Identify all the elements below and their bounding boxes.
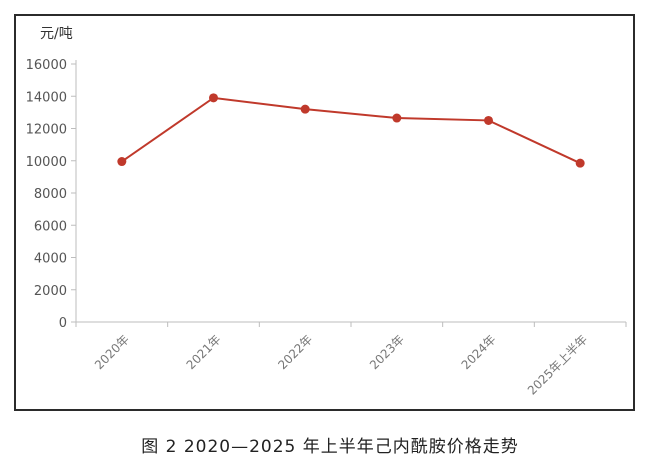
data-point (300, 104, 310, 114)
figure-caption: 图 2 2020—2025 年上半年己内酰胺价格走势 (141, 437, 519, 457)
x-tick-label: 2021年 (184, 332, 224, 372)
x-tick-label: 2020年 (92, 332, 132, 372)
y-tick-label: 8000 (34, 187, 67, 202)
chart-frame (14, 14, 635, 411)
x-tick-label: 2023年 (367, 332, 407, 372)
y-tick-label: 0 (59, 316, 67, 331)
data-point (117, 157, 127, 167)
y-tick-label: 12000 (26, 123, 67, 138)
y-axis-unit-label: 元/吨 (40, 26, 73, 42)
y-tick-label: 2000 (34, 284, 67, 299)
x-tick-label: 2024年 (459, 332, 499, 372)
y-tick-label: 14000 (26, 90, 67, 105)
data-point (392, 113, 402, 123)
data-point (209, 93, 218, 103)
data-point (575, 158, 585, 168)
y-tick-label: 6000 (34, 219, 67, 234)
y-tick-label: 10000 (26, 155, 67, 170)
x-tick-label: 2025年上半年 (525, 332, 590, 397)
x-axis: 2020年 2021年 2022年 2023年 2024年 2025年上半年 (75, 321, 627, 398)
y-axis: 0 2000 4000 6000 8000 10000 12000 14000 16000 (26, 58, 77, 331)
y-tick-label: 4000 (34, 252, 67, 267)
series-line (121, 96, 581, 165)
series-group (117, 93, 585, 168)
data-point (484, 115, 493, 125)
x-tick-label: 2022年 (275, 332, 315, 372)
y-tick-label: 16000 (26, 58, 67, 73)
